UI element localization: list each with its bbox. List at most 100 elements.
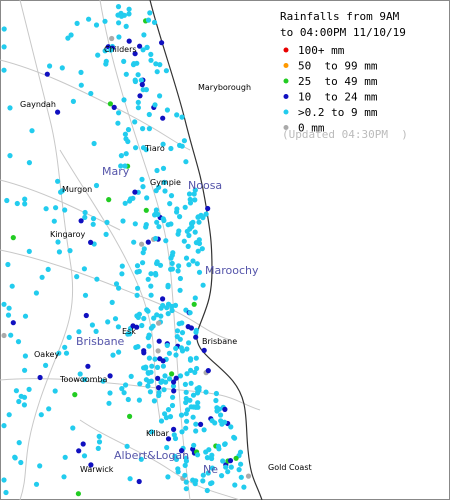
station-dot	[1, 332, 7, 339]
station-dot	[184, 407, 191, 413]
station-dot	[6, 305, 12, 311]
station-dot	[103, 231, 109, 237]
station-dot	[195, 214, 201, 220]
station-dot	[139, 322, 145, 329]
station-dot	[165, 301, 172, 307]
station-dot	[102, 48, 108, 54]
station-dot	[154, 219, 160, 225]
station-dot	[192, 229, 198, 235]
station-dot	[156, 338, 162, 344]
station-dot	[81, 453, 88, 459]
town-label: Toowoomba	[59, 375, 108, 384]
station-dot	[137, 43, 143, 49]
station-dot	[186, 191, 193, 197]
station-dot	[141, 315, 147, 322]
station-dot	[140, 87, 146, 93]
station-dot	[183, 425, 189, 431]
station-dot	[183, 159, 189, 165]
station-dot	[66, 334, 72, 340]
region-label: Maroochy	[205, 264, 259, 277]
station-dot	[182, 204, 188, 210]
station-dot	[205, 470, 211, 476]
station-dot	[152, 270, 159, 277]
station-dot	[144, 307, 150, 313]
station-dot	[135, 105, 141, 111]
station-dot	[165, 474, 171, 480]
station-dot	[116, 34, 122, 40]
station-dot	[139, 176, 145, 182]
station-dot	[45, 266, 51, 272]
station-dot	[176, 321, 182, 327]
station-dot	[183, 255, 190, 261]
station-dot	[5, 261, 11, 268]
station-dot	[178, 345, 184, 351]
station-dot	[182, 472, 188, 478]
station-dot	[163, 238, 169, 244]
station-dot	[3, 489, 9, 496]
station-dot	[192, 187, 198, 193]
station-dot	[154, 167, 160, 174]
station-dot	[154, 69, 160, 75]
town-label: Kilbar	[146, 429, 170, 438]
legend-dot	[283, 109, 289, 115]
station-dot	[146, 379, 152, 385]
station-dot	[1, 301, 7, 307]
station-dot	[123, 382, 129, 388]
station-dot	[59, 188, 65, 194]
station-dot	[186, 340, 192, 346]
station-dot	[184, 418, 190, 424]
station-dot	[22, 196, 28, 202]
town-label: Gayndah	[20, 100, 56, 109]
station-dot	[18, 393, 24, 399]
legend-updated: (Updated 04:30PM )	[282, 128, 408, 141]
station-dot	[179, 114, 185, 120]
station-dot	[171, 426, 177, 432]
station-dot	[7, 153, 13, 159]
station-dot	[1, 423, 7, 429]
station-dot	[13, 388, 19, 394]
station-dot	[177, 275, 183, 282]
legend-title: Rainfalls from 9AM	[280, 10, 400, 23]
station-dot	[39, 274, 45, 280]
station-dot	[147, 389, 153, 395]
station-dot	[106, 197, 112, 203]
station-dot	[165, 407, 172, 413]
station-dot	[204, 487, 210, 494]
station-dot	[118, 153, 124, 159]
region-label: Albert&Logan	[114, 449, 189, 462]
station-dot	[156, 224, 162, 230]
station-dot	[148, 369, 154, 375]
station-dot	[195, 248, 201, 254]
station-dot	[219, 473, 225, 479]
station-dot	[136, 397, 142, 403]
station-dot	[203, 449, 209, 455]
legend-dot	[283, 125, 289, 130]
station-dot	[203, 211, 209, 217]
station-dot	[148, 51, 154, 58]
station-dot	[209, 418, 215, 424]
station-dot	[175, 466, 181, 472]
station-dot	[135, 285, 141, 291]
station-dot	[191, 301, 197, 307]
station-dot	[165, 284, 171, 290]
station-dot	[201, 347, 207, 353]
station-dot	[204, 455, 210, 461]
town-label: Childers	[104, 45, 137, 54]
station-dot	[116, 285, 122, 291]
station-dot	[177, 287, 183, 293]
station-dot	[118, 163, 124, 169]
station-dot	[183, 389, 189, 395]
station-dot	[22, 201, 28, 207]
station-dot	[193, 428, 199, 434]
station-dot	[16, 398, 22, 405]
station-dot	[169, 307, 175, 314]
station-dot	[94, 276, 100, 282]
station-dot	[1, 26, 7, 32]
station-dot	[80, 441, 86, 447]
station-dot	[143, 207, 149, 213]
station-dot	[91, 140, 97, 147]
station-dot	[82, 209, 88, 216]
station-dot	[1, 477, 7, 483]
station-dot	[193, 355, 199, 361]
station-dot	[116, 349, 122, 355]
